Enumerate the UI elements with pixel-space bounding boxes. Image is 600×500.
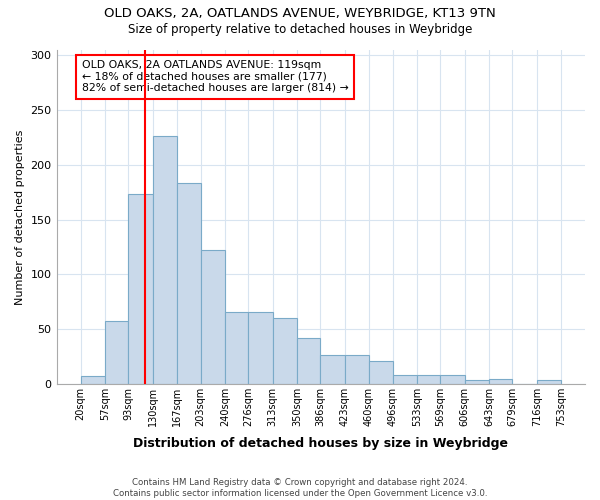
X-axis label: Distribution of detached houses by size in Weybridge: Distribution of detached houses by size … bbox=[133, 437, 508, 450]
Bar bbox=[272, 318, 297, 384]
Bar bbox=[225, 312, 248, 384]
Y-axis label: Number of detached properties: Number of detached properties bbox=[15, 129, 25, 304]
Text: Contains HM Land Registry data © Crown copyright and database right 2024.
Contai: Contains HM Land Registry data © Crown c… bbox=[113, 478, 487, 498]
Bar bbox=[464, 380, 489, 384]
Text: OLD OAKS, 2A, OATLANDS AVENUE, WEYBRIDGE, KT13 9TN: OLD OAKS, 2A, OATLANDS AVENUE, WEYBRIDGE… bbox=[104, 8, 496, 20]
Bar bbox=[440, 375, 464, 384]
Bar bbox=[80, 376, 105, 384]
Bar bbox=[200, 250, 225, 384]
Bar bbox=[489, 380, 512, 384]
Bar bbox=[297, 338, 320, 384]
Text: Size of property relative to detached houses in Weybridge: Size of property relative to detached ho… bbox=[128, 22, 472, 36]
Text: OLD OAKS, 2A OATLANDS AVENUE: 119sqm
← 18% of detached houses are smaller (177)
: OLD OAKS, 2A OATLANDS AVENUE: 119sqm ← 1… bbox=[82, 60, 349, 93]
Bar bbox=[152, 136, 177, 384]
Bar bbox=[369, 361, 392, 384]
Bar bbox=[320, 356, 344, 384]
Bar bbox=[344, 356, 369, 384]
Bar bbox=[417, 375, 440, 384]
Bar bbox=[537, 380, 561, 384]
Bar bbox=[248, 312, 272, 384]
Bar bbox=[128, 194, 152, 384]
Bar bbox=[392, 375, 417, 384]
Bar bbox=[105, 322, 128, 384]
Bar bbox=[177, 184, 200, 384]
